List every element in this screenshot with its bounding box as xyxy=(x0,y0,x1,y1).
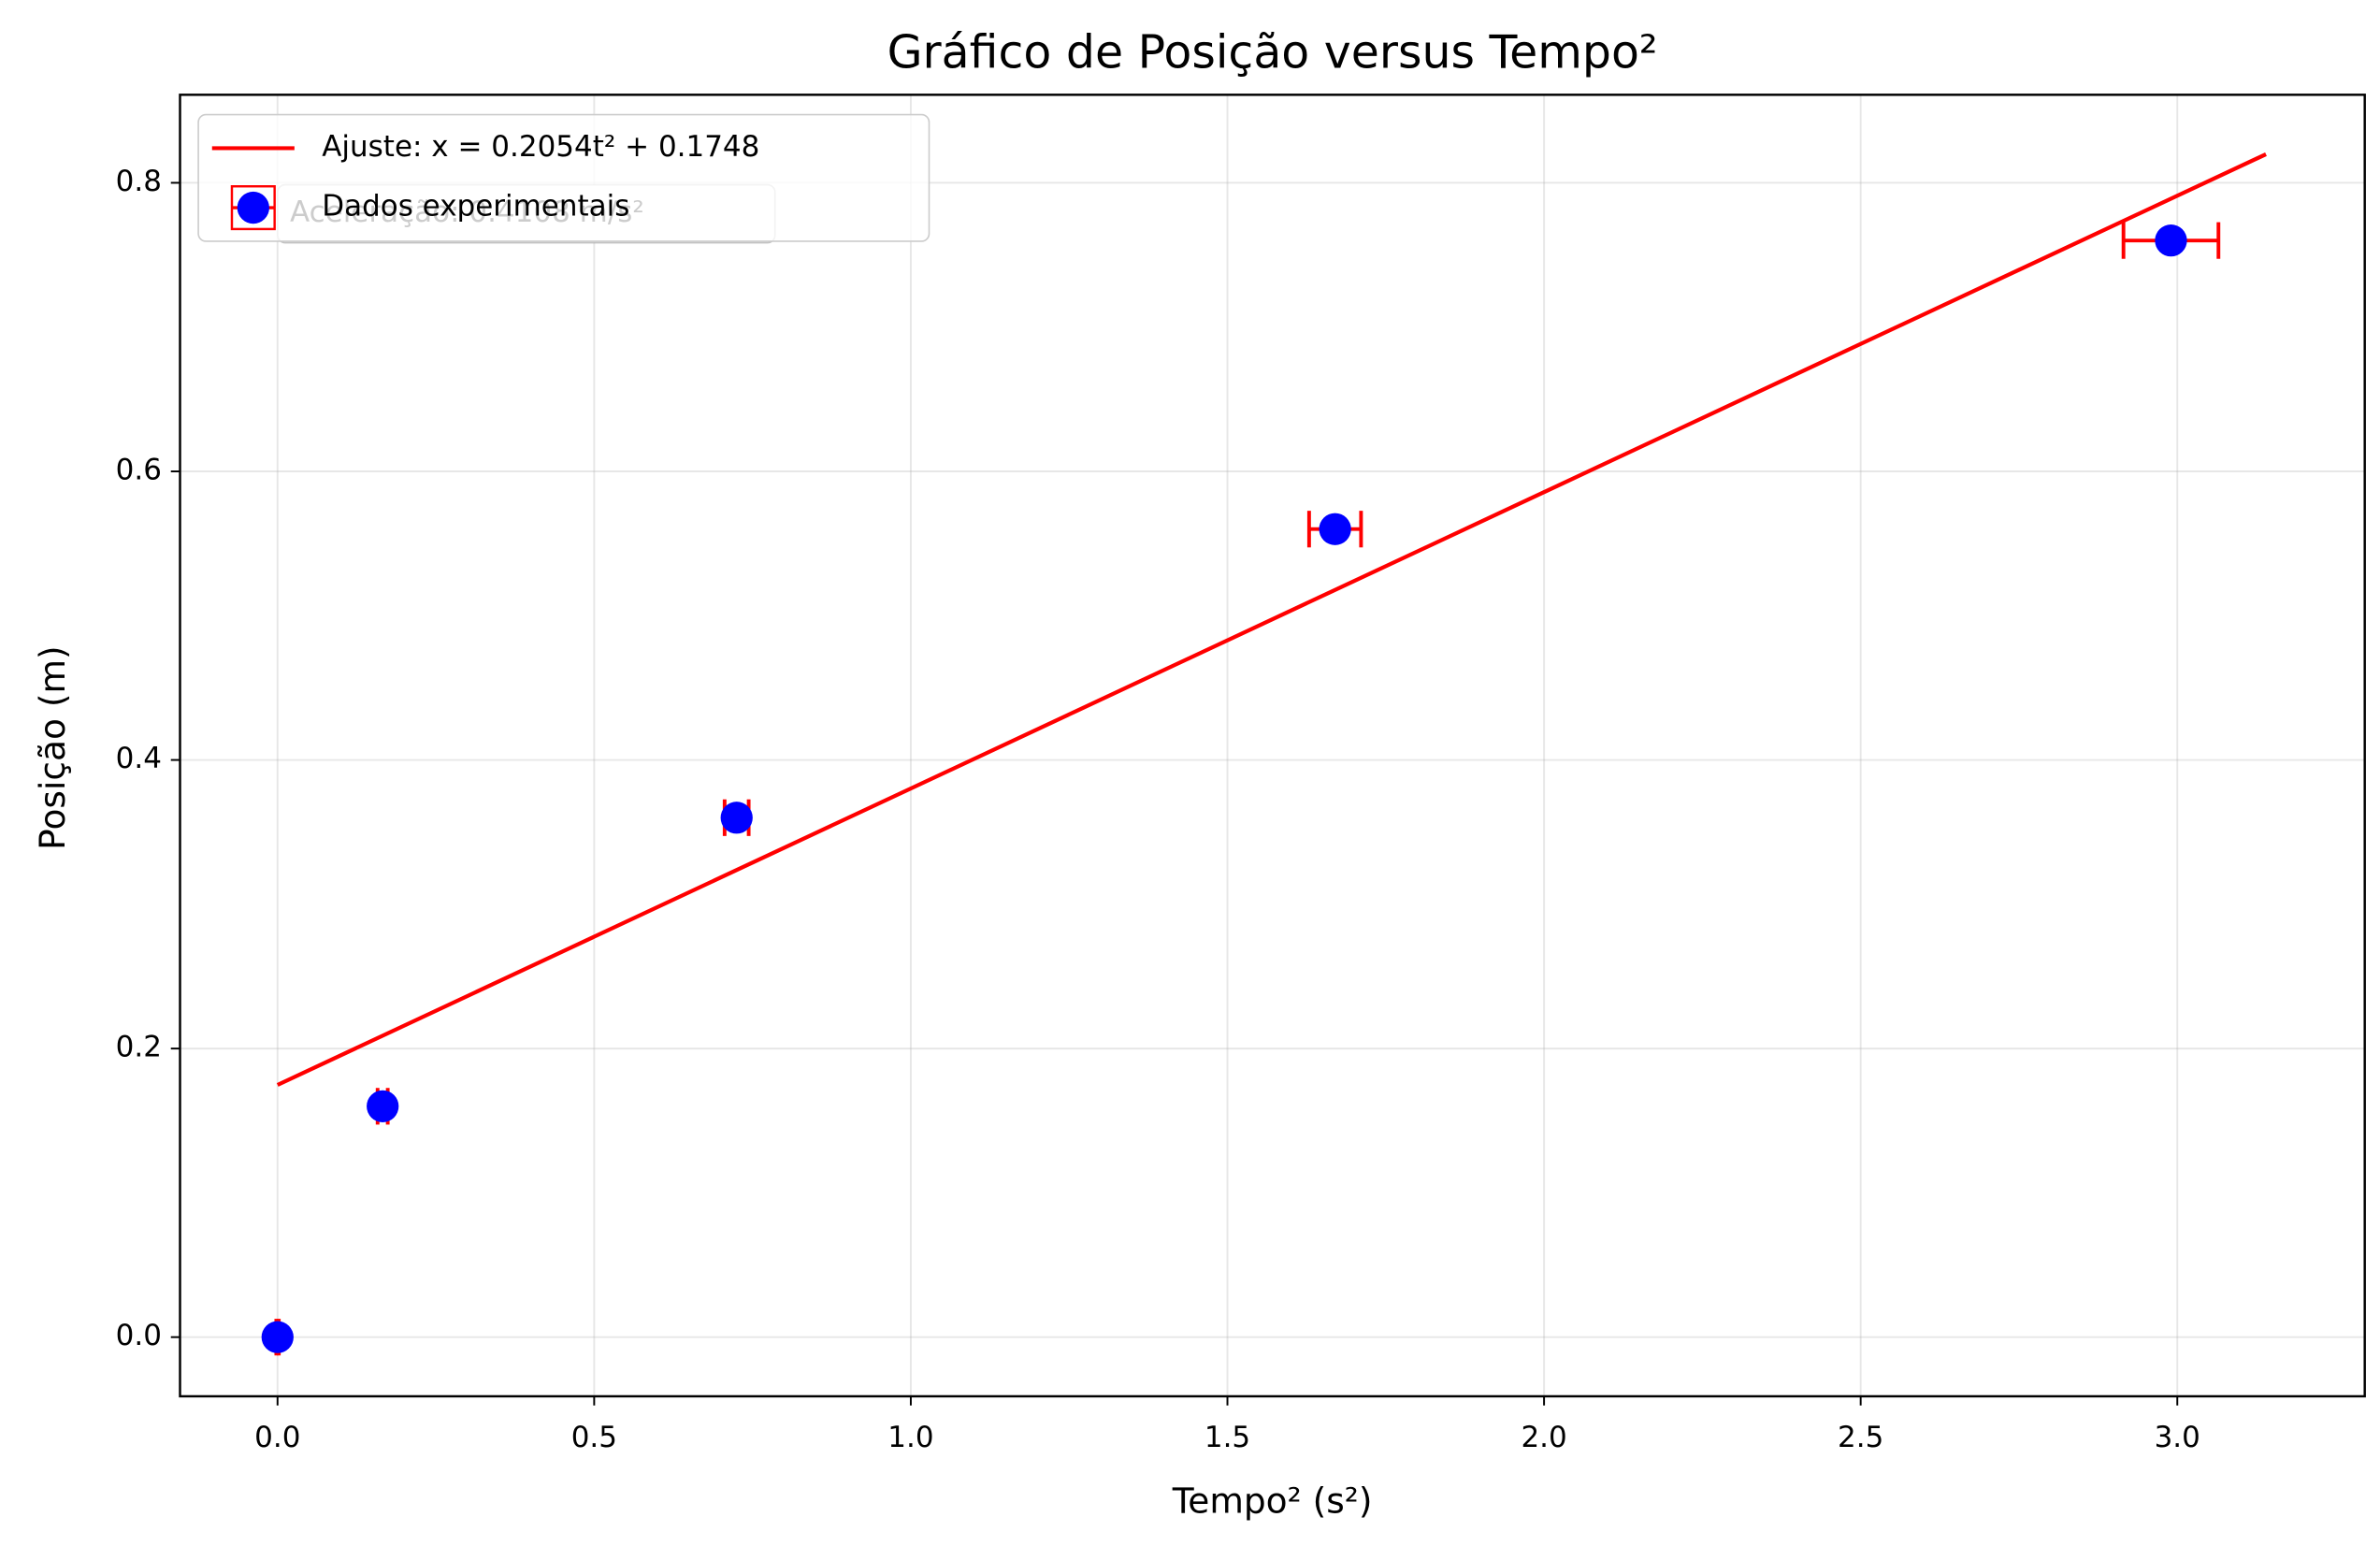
data-point xyxy=(261,1321,294,1353)
chart-title: Gráfico de Posição versus Tempo² xyxy=(887,25,1658,79)
x-tick-label: 0.5 xyxy=(571,1421,617,1454)
y-tick-label: 0.2 xyxy=(116,1031,162,1064)
x-tick-label: 1.5 xyxy=(1204,1421,1250,1454)
data-point xyxy=(367,1090,399,1122)
y-axis-label: Posição (m) xyxy=(32,645,73,850)
x-tick-label: 3.0 xyxy=(2155,1421,2200,1454)
y-tick-label: 0.8 xyxy=(116,165,162,198)
legend-label: Dados experimentais xyxy=(322,190,629,224)
legend-box xyxy=(197,113,930,242)
x-tick-label: 0.0 xyxy=(254,1421,300,1454)
y-tick-label: 0.0 xyxy=(116,1319,162,1352)
plot-frame xyxy=(179,94,2366,1398)
data-point xyxy=(720,802,753,834)
y-tick-label: 0.4 xyxy=(116,742,162,775)
legend-label: Ajuste: x = 0.2054t² + 0.1748 xyxy=(322,130,759,164)
legend-error-box xyxy=(230,184,276,231)
x-axis-label: Tempo² (s²) xyxy=(1172,1481,1373,1522)
data-point xyxy=(1319,513,1351,545)
y-tick-label: 0.6 xyxy=(116,454,162,487)
legend-marker xyxy=(237,191,269,224)
data-point xyxy=(2155,224,2187,257)
x-tick-label: 2.5 xyxy=(1838,1421,1883,1454)
fit-line xyxy=(276,152,2267,1087)
x-tick-label: 1.0 xyxy=(887,1421,933,1454)
x-tick-label: 2.0 xyxy=(1521,1421,1566,1454)
